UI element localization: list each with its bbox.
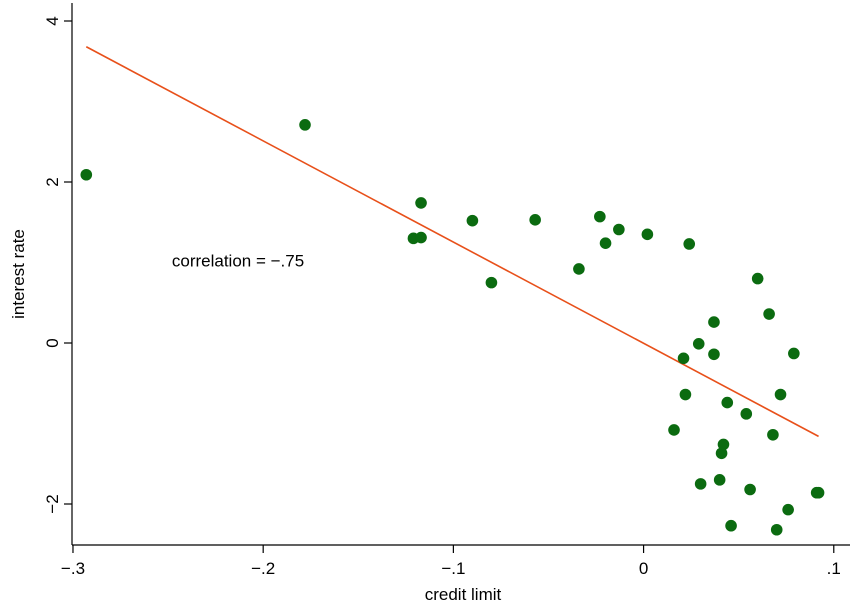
data-point [744,483,756,496]
correlation-annotation: correlation = −.75 [172,252,304,271]
data-point [415,197,427,209]
data-point [573,263,585,275]
data-point [782,503,794,516]
data-point [708,316,720,328]
data-point [713,474,726,486]
x-tick-label: 0 [639,559,648,578]
data-point [683,238,696,250]
y-tick-label: −2 [43,494,62,513]
data-point [299,119,311,131]
data-point [721,396,734,409]
data-points [80,119,825,536]
fit-line-layer [85,46,819,438]
data-point [679,388,692,401]
data-point [613,223,625,236]
data-point [763,308,775,320]
data-point [774,388,787,401]
data-point [599,237,612,249]
data-point [594,210,606,223]
data-point [725,519,737,532]
data-point [668,424,680,436]
data-point [751,272,764,285]
y-tick-label: 0 [43,338,62,347]
data-point [812,486,825,499]
data-point [529,214,541,226]
data-point [415,231,427,244]
y-tick-label: 4 [43,16,62,25]
x-tick-label: −.3 [61,559,85,578]
x-axis-title: credit limit [425,585,502,604]
fit-line [85,46,819,438]
y-axis-title: interest rate [9,229,28,319]
x-tick-label: −.2 [251,559,275,578]
y-axis-ticks: −2 0 2 4 [43,16,72,514]
data-point [80,168,93,181]
data-point [677,352,690,365]
x-axis-ticks: −.3 −.2 −.1 0 .1 [61,545,841,578]
data-point [770,523,783,536]
x-tick-label: −.1 [441,559,465,578]
x-tick-label: .1 [827,559,841,578]
data-point [641,228,654,241]
data-point [717,438,730,451]
data-point [466,214,479,227]
data-point [692,338,705,350]
data-point [740,408,753,420]
data-point [788,347,800,360]
data-point [715,447,728,460]
data-point [767,428,779,441]
data-point [485,276,498,289]
data-point [694,478,707,490]
data-point [708,348,720,361]
y-tick-label: 2 [43,177,62,186]
